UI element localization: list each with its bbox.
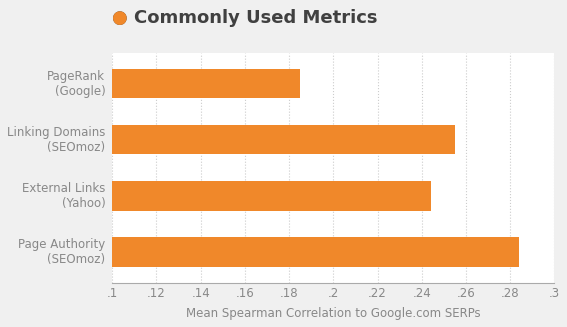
- Bar: [0, 237, 519, 267]
- Bar: [0, 181, 431, 211]
- Bar: [0, 69, 300, 98]
- X-axis label: Mean Spearman Correlation to Google.com SERPs: Mean Spearman Correlation to Google.com …: [186, 307, 481, 320]
- Text: ● Commonly Used Metrics: ● Commonly Used Metrics: [112, 9, 378, 26]
- Text: ●: ●: [112, 9, 128, 26]
- Bar: [0, 125, 455, 154]
